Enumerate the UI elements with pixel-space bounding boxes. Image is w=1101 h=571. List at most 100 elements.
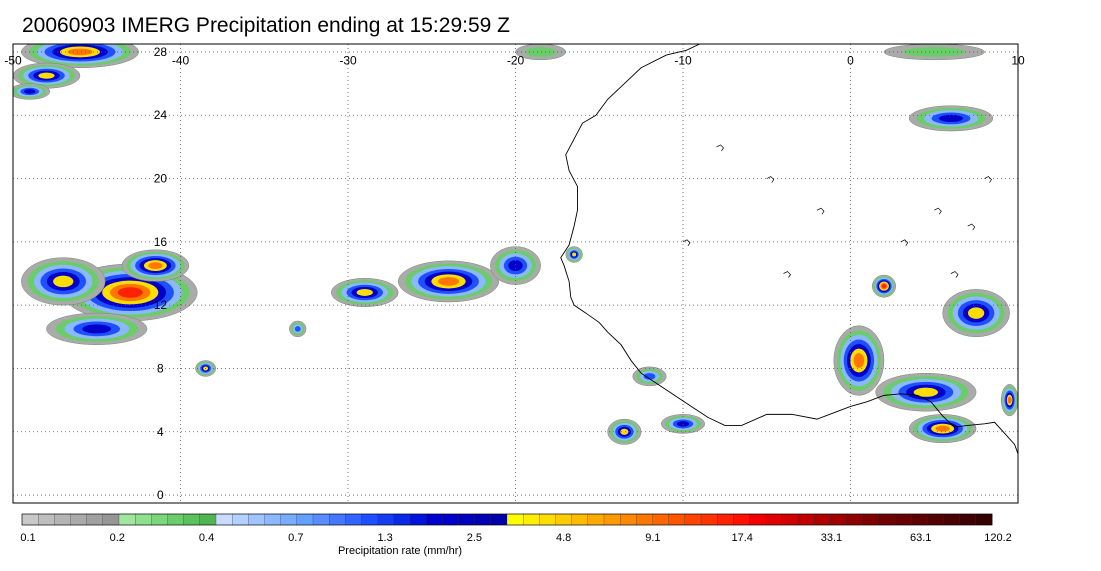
rain-contour [939, 114, 963, 123]
rain-cell [289, 320, 307, 338]
latitude-tick-label: 0 [157, 488, 164, 502]
rain-contour [525, 47, 557, 57]
latitude-tick-label: 12 [154, 298, 168, 312]
rain-cell [21, 257, 106, 306]
rain-contour [38, 72, 55, 79]
coastline [560, 44, 1018, 455]
longitude-tick-label: -30 [339, 54, 357, 68]
rain-cell [660, 414, 706, 434]
colorbar-swatch [668, 513, 686, 526]
colorbar-swatch [215, 513, 233, 526]
colorbar-tick-label: 33.1 [821, 532, 842, 544]
colorbar-swatch [781, 513, 799, 526]
rain-contour [53, 275, 74, 288]
inland-water-outline [984, 176, 992, 183]
colorbar-swatch [345, 513, 362, 526]
colorbar-swatch [797, 513, 815, 526]
colorbar-swatch [312, 513, 330, 526]
colorbar-swatch [506, 513, 524, 526]
colorbar-swatch [442, 513, 459, 526]
colorbar-swatch [21, 513, 39, 526]
colorbar-swatch [814, 513, 831, 526]
inland-water-outline [900, 239, 909, 247]
rain-contour [67, 48, 93, 56]
inland-water-outline [934, 207, 942, 215]
colorbar-tick-label: 0.2 [110, 532, 125, 544]
rain-contour [437, 277, 460, 286]
rain-contour [676, 421, 690, 427]
colorbar-swatch [409, 513, 427, 526]
rain-cell [331, 277, 399, 307]
colorbar-swatch [555, 513, 573, 526]
colorbar-swatch [86, 513, 104, 526]
latitude-tick-label: 20 [154, 172, 168, 186]
colorbar-tick-label: 1.3 [377, 532, 392, 544]
colorbar-swatch [911, 513, 928, 526]
latitude-tick-label: 28 [154, 45, 168, 59]
colorbar-swatch [765, 513, 783, 526]
inland-water-outline [766, 176, 775, 183]
colorbar-swatch [717, 513, 734, 526]
colorbar-swatch [878, 513, 896, 526]
rain-cell [883, 44, 985, 61]
africa-coastline [560, 44, 1018, 455]
colorbar-swatch [539, 513, 556, 526]
colorbar-swatch [38, 513, 55, 526]
inland-water-outline [967, 223, 976, 231]
rain-contour [881, 284, 887, 289]
colorbar-swatch [248, 513, 265, 526]
colorbar-tick-label: 0.4 [199, 532, 214, 544]
rain-contour [572, 252, 577, 257]
rain-cell [875, 372, 977, 412]
colorbar-swatch [135, 513, 152, 526]
colorbar-swatch [151, 513, 168, 526]
rain-contour [148, 262, 163, 269]
colorbar-swatch [490, 513, 508, 526]
rain-contour [968, 307, 985, 319]
rain-cell [490, 246, 541, 285]
colorbar-swatch [603, 513, 621, 526]
longitude-tick-label: -10 [674, 54, 692, 68]
colorbar-swatch [102, 513, 120, 526]
colorbar-tick-label: 17.4 [731, 532, 752, 544]
colorbar-swatch [167, 513, 185, 526]
colorbar-swatch [975, 513, 993, 526]
rain-contour [913, 387, 939, 397]
rain-cell [632, 366, 667, 387]
colorbar-swatch [393, 513, 411, 526]
colorbar-label: Precipitation rate (mm/hr) [338, 545, 462, 557]
rain-cell [908, 414, 977, 444]
inland-water-outline [682, 239, 691, 247]
colorbar-tick-label: 4.8 [556, 532, 571, 544]
rain-contour [294, 326, 301, 332]
longitude-tick-label: -20 [507, 54, 525, 68]
colorbar-tick-label: 63.1 [910, 532, 931, 544]
colorbar-swatch [652, 513, 670, 526]
precipitation-layer [13, 44, 1018, 445]
colorbar-tick-label: 9.1 [645, 532, 660, 544]
rain-cell [398, 260, 499, 303]
rain-cell [607, 418, 642, 445]
colorbar-swatch [830, 513, 847, 526]
inland-water-outline [950, 271, 959, 278]
colorbar-tick-label: 120.2 [984, 532, 1012, 544]
rain-contour [1007, 396, 1012, 404]
rain-cell [942, 289, 1010, 338]
colorbar-swatch [684, 513, 702, 526]
rain-contour [508, 260, 523, 272]
colorbar-tick-label: 0.1 [20, 532, 35, 544]
colorbar-swatch [361, 513, 379, 526]
colorbar-tick-label: 2.5 [467, 532, 482, 544]
rain-cell [1001, 384, 1018, 417]
colorbar-swatch [296, 513, 314, 526]
colorbar-swatch [571, 513, 589, 526]
colorbar-swatch [329, 513, 346, 526]
colorbar-swatch [636, 513, 653, 526]
rain-contour [620, 428, 629, 435]
colorbar-swatch [927, 513, 944, 526]
rain-cell [46, 312, 148, 345]
colorbar-swatch [620, 513, 637, 526]
colorbar-swatch [862, 513, 880, 526]
rain-cell [121, 249, 190, 282]
